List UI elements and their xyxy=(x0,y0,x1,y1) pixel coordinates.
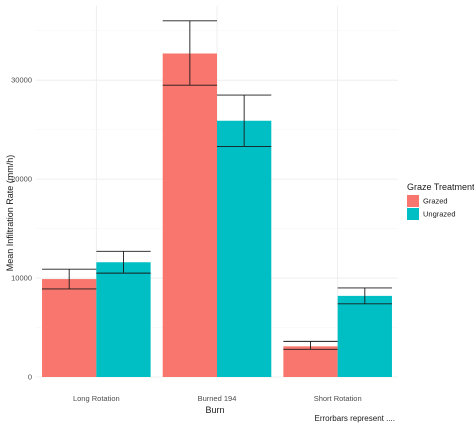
x-axis-title: Burn xyxy=(205,405,224,415)
legend-swatch-grazed xyxy=(407,195,419,207)
error-bar xyxy=(96,250,151,274)
bar-grazed xyxy=(42,279,97,377)
legend: Graze Treatment Grazed Ungrazed xyxy=(407,182,474,220)
x-tick-label: Short Rotation xyxy=(314,394,362,403)
y-axis-ticks: 0 10000 20000 30000 xyxy=(11,76,32,382)
bars xyxy=(42,53,392,377)
x-tick-label: Burned 194 xyxy=(198,394,237,403)
bar-grazed xyxy=(283,346,338,377)
legend-label: Ungrazed xyxy=(423,210,456,219)
error-bar xyxy=(283,340,338,350)
error-bar xyxy=(42,268,97,290)
bar-ungrazed xyxy=(337,295,392,377)
error-bar xyxy=(162,20,217,86)
bar-ungrazed xyxy=(96,262,151,377)
bar-grazed xyxy=(162,53,217,377)
error-bar xyxy=(217,94,272,147)
y-axis-title: Mean Infiltration Rate (mm/h) xyxy=(5,155,15,272)
y-tick-label: 10000 xyxy=(11,274,32,283)
error-bars xyxy=(42,20,392,350)
y-tick-label: 30000 xyxy=(11,76,32,85)
x-tick-label: Long Rotation xyxy=(73,394,120,403)
y-tick-label: 20000 xyxy=(11,175,32,184)
y-tick-label: 0 xyxy=(28,373,32,382)
error-bar xyxy=(337,287,392,305)
legend-title: Graze Treatment xyxy=(407,182,474,192)
caption: Errorbars represent .... xyxy=(315,414,395,423)
bar-ungrazed xyxy=(217,120,272,377)
legend-label: Grazed xyxy=(423,197,448,206)
x-axis-ticks: Long Rotation Burned 194 Short Rotation xyxy=(73,394,362,403)
legend-swatch-ungrazed xyxy=(407,208,419,220)
